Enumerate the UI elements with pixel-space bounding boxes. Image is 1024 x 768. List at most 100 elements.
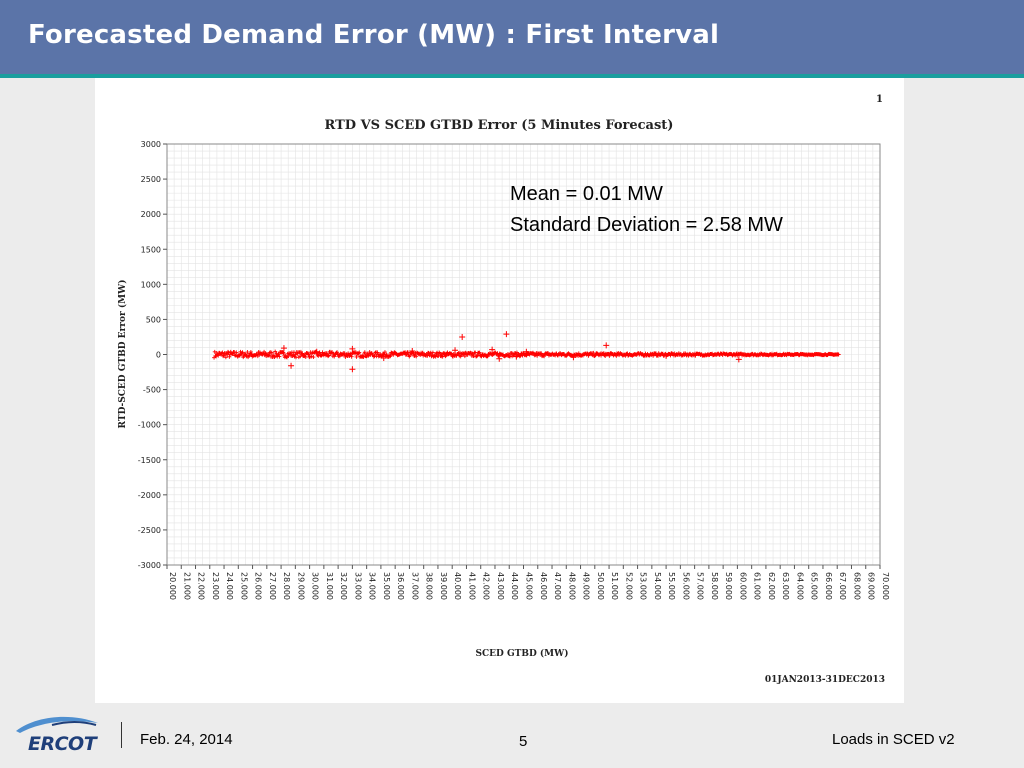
x-tick-label: 32.000 [339, 572, 348, 600]
data-point-outlier [288, 362, 295, 369]
x-tick-label: 42.000 [482, 572, 491, 600]
left-margin [0, 78, 95, 703]
y-tick-label: 0 [156, 351, 161, 360]
footer-date: Feb. 24, 2014 [140, 731, 233, 748]
x-tick-label: 38.000 [425, 572, 434, 600]
x-tick-label: 48.000 [567, 572, 576, 600]
x-tick-label: 24.000 [225, 572, 234, 600]
logo-swoosh-icon [16, 716, 98, 733]
x-tick-label: 35.000 [382, 572, 391, 600]
x-tick-label: 52.000 [624, 572, 633, 600]
data-point [247, 353, 252, 358]
data-point-outlier [280, 345, 287, 352]
data-point [836, 352, 841, 357]
data-point [277, 354, 282, 359]
x-tick-label: 64.000 [795, 572, 804, 600]
data-point [448, 351, 453, 356]
data-point [607, 353, 612, 358]
data-point-outlier [503, 331, 510, 338]
x-tick-label: 50.000 [596, 572, 605, 600]
x-tick-label: 28.000 [282, 572, 291, 600]
slide-header: Forecasted Demand Error (MW) : First Int… [0, 0, 1024, 74]
annotation-std-dev: Standard Deviation = 2.58 MW [510, 214, 783, 236]
header-stripe [0, 74, 1024, 78]
data-point [273, 349, 278, 354]
data-point-outlier [496, 355, 503, 362]
data-point [362, 350, 367, 355]
x-tick-label: 70.000 [881, 572, 890, 600]
x-tick-label: 33.000 [353, 572, 362, 600]
x-tick-label: 68.000 [852, 572, 861, 600]
x-tick-label: 39.000 [439, 572, 448, 600]
data-point-outlier [513, 353, 520, 360]
data-point-outlier [452, 347, 459, 354]
data-point [311, 355, 316, 360]
x-tick-label: 57.000 [696, 572, 705, 600]
y-tick-label: -3000 [138, 561, 161, 570]
x-tick-label: 62.000 [767, 572, 776, 600]
date-range-label: 01JAN2013-31DEC2013 [765, 675, 885, 685]
x-tick-label: 49.000 [582, 572, 591, 600]
data-point [293, 352, 298, 357]
data-point [461, 351, 466, 356]
x-tick-label: 56.000 [681, 572, 690, 600]
data-point [266, 353, 271, 358]
x-tick-label: 26.000 [254, 572, 263, 600]
x-tick-label: 43.000 [496, 572, 505, 600]
scatter-chart: 3000 2500 2000 1500 1000 500 0 -500 -1000 -1500 -2… [117, 94, 890, 685]
data-point [237, 352, 242, 357]
x-tick-label: 30.000 [311, 572, 320, 600]
x-tick-label: 47.000 [553, 572, 562, 600]
data-point [433, 354, 438, 359]
x-tick-label: 65.000 [810, 572, 819, 600]
chart-title: RTD VS SCED GTBD Error (5 Minutes Foreca… [325, 118, 674, 133]
data-point-outlier [663, 352, 670, 359]
data-point [212, 349, 217, 354]
data-point [470, 351, 475, 356]
x-tick-label: 45.000 [525, 572, 534, 600]
x-tick-label: 46.000 [539, 572, 548, 600]
data-point [375, 350, 380, 355]
data-point [388, 353, 393, 358]
data-point [373, 350, 378, 355]
page-number: 5 [519, 733, 528, 750]
data-point-outlier [570, 354, 577, 361]
data-point [404, 352, 409, 357]
data-point [382, 350, 387, 355]
x-tick-label: 67.000 [838, 572, 847, 600]
data-point-outlier [489, 346, 496, 353]
x-axis-label: SCED GTBD (MW) [476, 648, 569, 659]
x-tick-label: 27.000 [268, 572, 277, 600]
x-tick-label: 69.000 [867, 572, 876, 600]
x-tick-label: 34.000 [368, 572, 377, 600]
data-point-outlier [459, 333, 466, 340]
data-point [479, 354, 484, 359]
data-point-outlier [349, 345, 356, 352]
axes: 3000 2500 2000 1500 1000 500 0 -500 -1000 -1500 -2… [138, 140, 890, 600]
x-tick-label: 29.000 [296, 572, 305, 600]
x-tick-label: 44.000 [510, 572, 519, 600]
x-tick-label: 66.000 [824, 572, 833, 600]
data-point [477, 350, 482, 355]
x-tick-label: 60.000 [738, 572, 747, 600]
data-point [425, 353, 430, 358]
data-point [230, 352, 235, 357]
data-point [542, 354, 547, 359]
y-tick-label: 3000 [141, 140, 161, 149]
data-point [221, 354, 226, 359]
data-point [234, 350, 239, 355]
chart-panel: 3000 2500 2000 1500 1000 500 0 -500 -1000 -1500 -2… [95, 78, 904, 703]
annotation-mean: Mean = 0.01 MW [510, 183, 663, 205]
data-point [430, 350, 435, 355]
slide-title: Forecasted Demand Error (MW) : First Int… [28, 20, 720, 50]
data-point [240, 350, 245, 355]
data-point [539, 351, 544, 356]
x-tick-label: 37.000 [410, 572, 419, 600]
x-tick-label: 31.000 [325, 572, 334, 600]
x-tick-label: 22.000 [197, 572, 206, 600]
y-tick-label: -2000 [138, 491, 161, 500]
data-point [440, 354, 445, 359]
x-tick-label: 25.000 [239, 572, 248, 600]
data-point [223, 355, 228, 360]
x-tick-label: 20.000 [168, 572, 177, 600]
